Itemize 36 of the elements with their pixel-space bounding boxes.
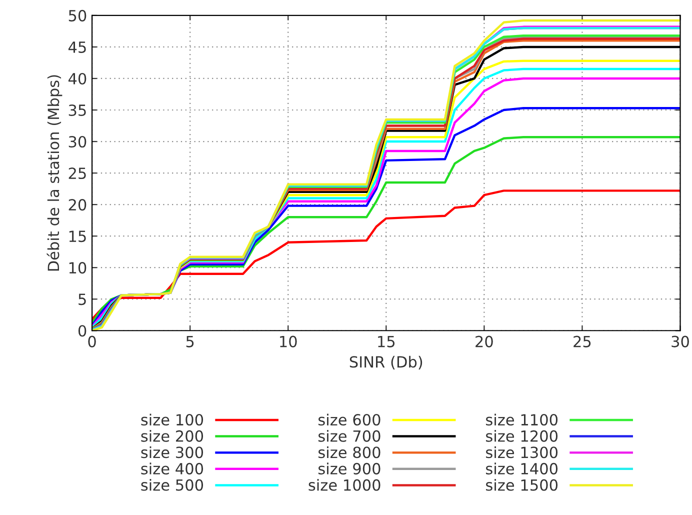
y-tick-label: 40 — [68, 72, 86, 85]
legend-label: size 200 — [141, 430, 204, 442]
y-tick-label: 0 — [78, 325, 86, 337]
x-tick-label: 20 — [476, 336, 493, 348]
y-tick-label: 30 — [68, 136, 86, 148]
y-tick-label: 45 — [68, 42, 86, 53]
x-tick-label: 0 — [88, 336, 96, 348]
x-tick-label: 30 — [672, 336, 689, 348]
legend-label: size 800 — [318, 446, 380, 458]
legend-label: size 1000 — [308, 478, 380, 491]
line-series — [92, 190, 680, 320]
y-tick-label: 10 — [69, 262, 86, 274]
x-tick-label: 25 — [574, 336, 591, 348]
legend-label: size 100 — [141, 414, 204, 426]
legend-label: size 1500 — [486, 478, 558, 491]
y-axis-title: Débit de la station (Mbps) — [46, 75, 62, 271]
legend-label: size 1300 — [486, 446, 558, 458]
legend-label: size 1100 — [486, 414, 558, 426]
legend-label: size 1200 — [486, 430, 558, 442]
y-tick-label: 20 — [68, 199, 86, 211]
y-tick-label: 35 — [68, 104, 86, 116]
legend-label: size 300 — [141, 446, 204, 458]
legend-label: size 700 — [318, 430, 380, 442]
y-tick-label: 50 — [68, 10, 86, 22]
y-tick-label: 25 — [68, 168, 86, 180]
x-tick-label: 5 — [186, 336, 194, 348]
legend-label: size 1400 — [486, 462, 558, 474]
y-tick-label: 5 — [78, 294, 86, 306]
legend-label: size 400 — [141, 462, 204, 474]
x-tick-label: 10 — [280, 336, 297, 348]
legend-label: size 500 — [141, 478, 204, 491]
y-tick-label: 15 — [69, 230, 86, 242]
x-axis-title: SINR (Db) — [350, 356, 422, 370]
legend-label: size 900 — [318, 462, 380, 474]
legend-label: size 600 — [318, 414, 380, 426]
x-tick-label: 15 — [378, 336, 395, 348]
